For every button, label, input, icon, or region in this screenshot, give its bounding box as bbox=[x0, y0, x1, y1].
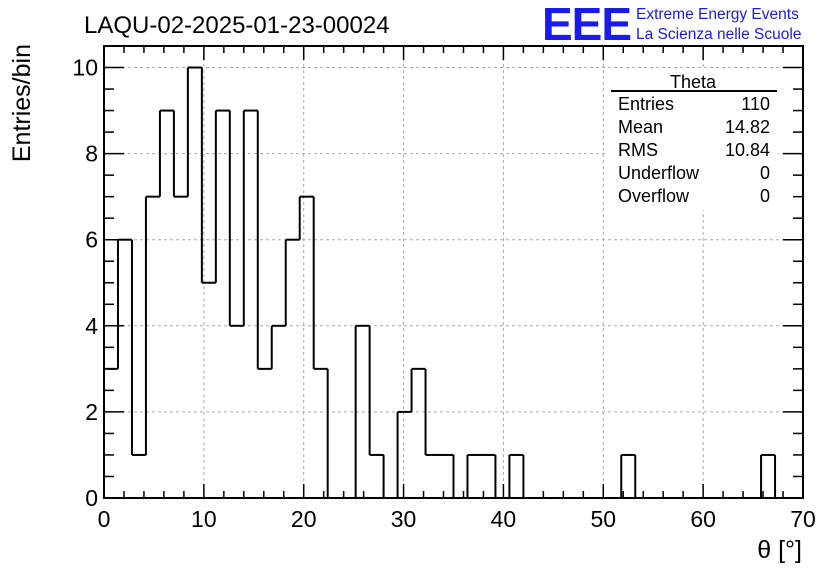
x-tick-label: 10 bbox=[191, 506, 217, 532]
x-tick-label: 70 bbox=[790, 506, 816, 532]
grid bbox=[104, 46, 803, 498]
y-axis-label: Entries/bin bbox=[8, 44, 36, 162]
stats-box-background bbox=[608, 70, 778, 210]
stats-label: Mean bbox=[618, 117, 663, 137]
x-tick-labels: 0 10 20 30 40 50 60 70 bbox=[98, 506, 816, 532]
stats-box: Theta Entries 110 Mean 14.82 RMS 10.84 U… bbox=[608, 70, 778, 210]
x-tick-label: 30 bbox=[391, 506, 417, 532]
stats-value: 0 bbox=[760, 163, 770, 183]
x-tick-label: 60 bbox=[690, 506, 716, 532]
stats-label: Underflow bbox=[618, 163, 700, 183]
x-tick-label: 20 bbox=[291, 506, 317, 532]
stats-label: Entries bbox=[618, 94, 674, 114]
plot-frame bbox=[103, 45, 804, 499]
stats-label: Overflow bbox=[618, 186, 690, 206]
x-axis-label: θ [°] bbox=[757, 536, 802, 564]
stats-label: RMS bbox=[618, 140, 658, 160]
stats-title: Theta bbox=[670, 72, 717, 92]
x-tick-label: 40 bbox=[491, 506, 517, 532]
stats-value: 0 bbox=[760, 186, 770, 206]
stats-row-underflow: Underflow 0 bbox=[618, 163, 770, 183]
y-tick-label: 4 bbox=[85, 313, 98, 339]
y-tick-label: 0 bbox=[85, 485, 98, 511]
stats-value: 10.84 bbox=[725, 140, 770, 160]
logo-line-2: La Scienza nelle Scuole bbox=[636, 26, 801, 43]
x-tick-label: 0 bbox=[98, 506, 111, 532]
histogram bbox=[103, 66, 790, 499]
x-tick-label: 50 bbox=[590, 506, 616, 532]
stats-row-overflow: Overflow 0 bbox=[618, 186, 770, 206]
chart-title: LAQU-02-2025-01-23-00024 bbox=[84, 12, 390, 39]
eee-logo-mark: EEE bbox=[542, 0, 631, 50]
axis-ticks bbox=[103, 45, 804, 499]
logo-line-1: Extreme Energy Events bbox=[636, 6, 799, 23]
y-tick-label: 6 bbox=[85, 227, 98, 253]
stats-value: 14.82 bbox=[725, 117, 770, 137]
y-tick-label: 10 bbox=[72, 55, 98, 81]
eee-logo: EEE Extreme Energy Events La Scienza nel… bbox=[542, 0, 801, 50]
stats-value: 110 bbox=[741, 94, 770, 114]
stats-row-entries: Entries 110 bbox=[618, 94, 770, 114]
y-tick-label: 2 bbox=[85, 399, 98, 425]
y-tick-label: 8 bbox=[85, 141, 98, 167]
stats-row-mean: Mean 14.82 bbox=[618, 117, 770, 137]
stats-row-rms: RMS 10.84 bbox=[618, 140, 770, 160]
y-tick-labels: 0 2 4 6 8 10 bbox=[72, 55, 98, 511]
